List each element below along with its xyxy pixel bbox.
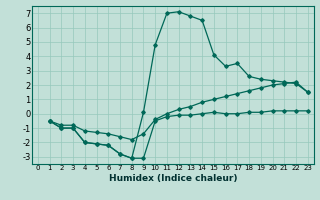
X-axis label: Humidex (Indice chaleur): Humidex (Indice chaleur)	[108, 174, 237, 183]
